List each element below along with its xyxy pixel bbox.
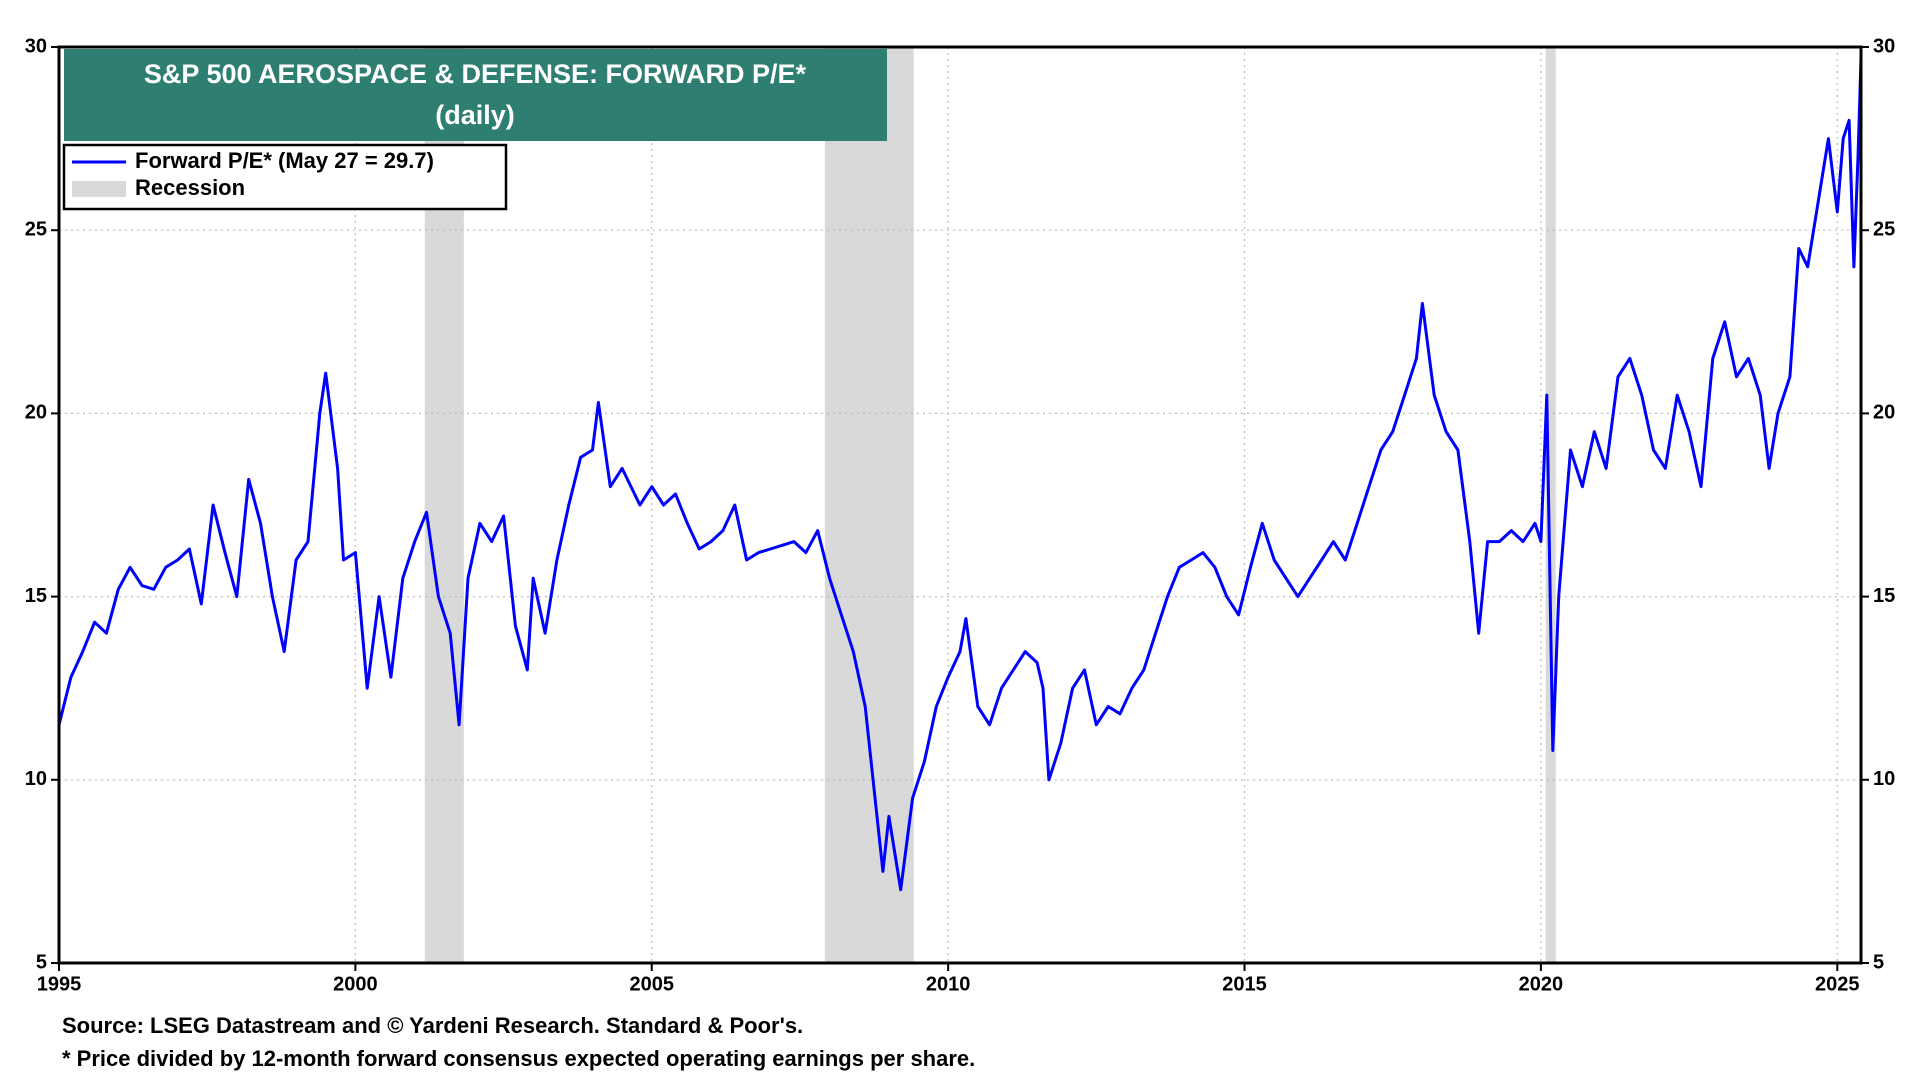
legend-swatch bbox=[72, 181, 126, 197]
x-tick-label: 1995 bbox=[37, 973, 82, 995]
recessions bbox=[424, 47, 1556, 963]
x-tick-label: 2010 bbox=[926, 973, 971, 995]
legend-label: Forward P/E* (May 27 = 29.7) bbox=[135, 148, 434, 173]
legend-box bbox=[62, 143, 508, 211]
y2-tick-label: 20 bbox=[1873, 402, 1895, 424]
chart-title: S&P 500 AEROSPACE & DEFENSE: FORWARD P/E… bbox=[144, 59, 807, 89]
recession-band bbox=[824, 47, 914, 963]
recession-band bbox=[1545, 47, 1556, 963]
series bbox=[57, 57, 1863, 892]
x-tick-label: 2005 bbox=[630, 973, 675, 995]
y-tick-label: 20 bbox=[25, 402, 47, 424]
x-tick-label: 2025 bbox=[1815, 973, 1860, 995]
y2-tick-label: 5 bbox=[1873, 951, 1884, 973]
y-tick-label: 10 bbox=[25, 768, 47, 790]
legend-label: Recession bbox=[135, 175, 245, 200]
x-tick-label: 2020 bbox=[1519, 973, 1564, 995]
footnote: * Price divided by 12-month forward cons… bbox=[62, 1046, 975, 1071]
x-tick-label: 2000 bbox=[333, 973, 378, 995]
series-line bbox=[57, 57, 1863, 892]
title-box bbox=[64, 49, 887, 141]
chart-subtitle: (daily) bbox=[435, 100, 515, 130]
y-tick-label: 5 bbox=[36, 951, 47, 973]
y-tick-label: 30 bbox=[25, 35, 47, 57]
y2-tick-label: 25 bbox=[1873, 218, 1895, 240]
y2-tick-label: 10 bbox=[1873, 768, 1895, 790]
x-tick-label: 2015 bbox=[1222, 973, 1267, 995]
y-tick-label: 25 bbox=[25, 218, 47, 240]
plot-frame bbox=[57, 45, 1863, 965]
y2-tick-label: 15 bbox=[1873, 585, 1895, 607]
y-tick-label: 15 bbox=[25, 585, 47, 607]
y2-tick-label: 30 bbox=[1873, 35, 1895, 57]
source-note: Source: LSEG Datastream and © Yardeni Re… bbox=[62, 1013, 803, 1038]
